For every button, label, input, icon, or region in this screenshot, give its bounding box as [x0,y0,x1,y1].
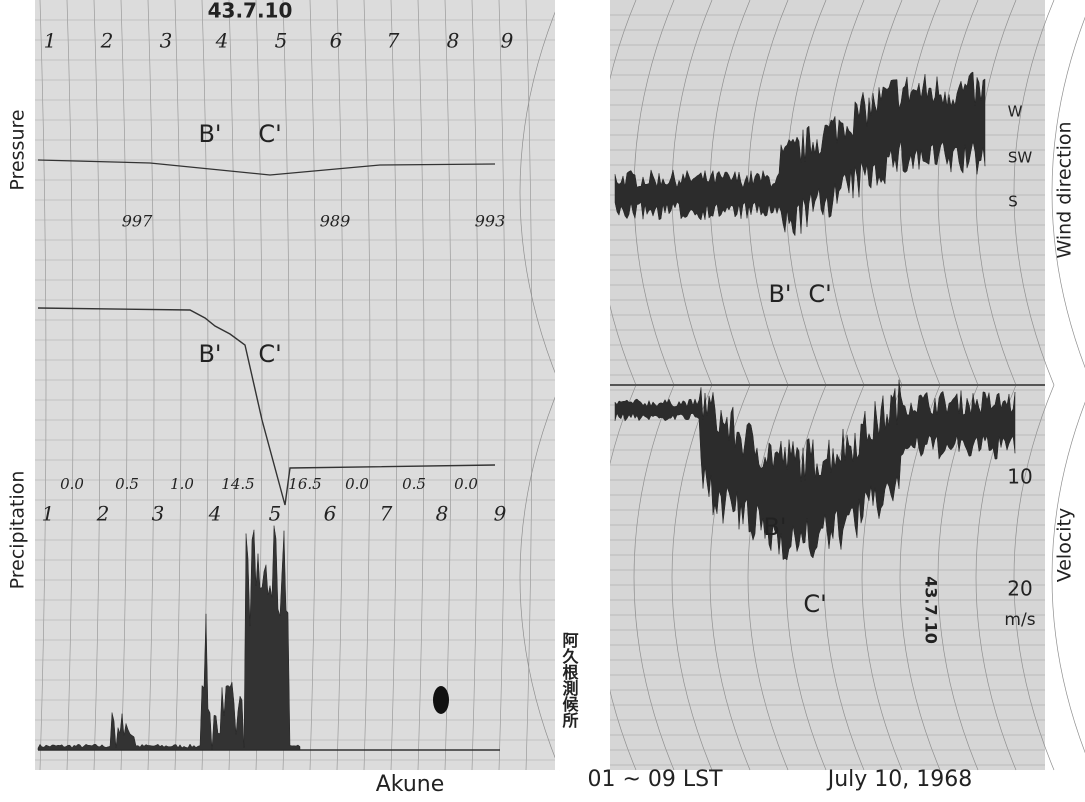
caption-date: July 10, 1968 [826,767,973,792]
hour-label: 5 [269,502,282,526]
hour-label: 2 [100,29,114,53]
event-marker: C' [258,120,281,148]
station-stamp: 阿久根測候所 [560,632,579,729]
ink-blot [433,686,449,714]
hour-label: 4 [215,29,229,53]
event-marker: C' [803,590,826,618]
rain-amount: 0.0 [454,475,478,493]
hour-label: 3 [160,29,173,53]
hour-label: 6 [330,29,343,53]
rain-amount: 0.0 [60,475,84,493]
hour-label: 1 [42,502,55,526]
grid [35,0,1085,771]
rain-amount: 16.5 [288,475,321,493]
event-marker: C' [258,340,281,368]
event-marker: B' [198,120,221,148]
wind-direction-trace [614,71,986,237]
pressure-reading: 989 [320,212,351,231]
pressure-reading: 997 [122,212,153,231]
caption-time-range: 01 ~ 09 LST [587,767,723,792]
hour-label: 7 [380,502,393,526]
event-marker: B' [768,280,791,308]
hour-label: 8 [436,502,449,526]
direction-tick: W [1008,103,1023,121]
event-marker: B' [763,513,786,541]
event-marker: C' [808,280,831,308]
pressure-label: Pressure [7,109,29,190]
precipitation-label: Precipitation [7,471,29,590]
direction-tick: SW [1008,149,1033,167]
hour-label: 7 [387,29,400,53]
pressure-reading: 993 [475,212,506,231]
labels: 43.7.10 Pressure Precipitation Wind dire… [7,0,1076,797]
caption-station: Akune [376,772,445,797]
grid-line [1051,16,1085,754]
precipitation-intensity [37,525,301,751]
wind-direction-label: Wind direction [1054,121,1076,258]
rain-amount: 0.0 [345,475,369,493]
velocity-unit: m/s [1004,610,1035,630]
rain-amount: 14.5 [221,475,254,493]
hour-label: 1 [44,29,57,53]
hour-label: 2 [96,502,110,526]
rain-amount: 0.5 [402,475,426,493]
hour-label: 8 [447,29,460,53]
pressure-trace [37,159,496,176]
rain-accumulation-trace [37,307,496,506]
direction-tick: S [1008,193,1018,211]
event-marker: B' [198,340,221,368]
record-stamp: 43.7.10 [922,576,941,644]
rain-amount: 1.0 [170,475,194,493]
hour-label: 9 [501,29,514,53]
sheet-margin [555,0,610,770]
velocity-trace [614,379,1016,561]
hour-label: 3 [152,502,165,526]
hour-label: 4 [208,502,222,526]
grid-line [1013,0,1055,771]
velocity-tick: 20 [1007,577,1032,601]
rain-amount: 0.5 [115,475,139,493]
date-stamp: 43.7.10 [208,0,293,23]
traces [37,71,1016,751]
hour-label: 9 [494,502,507,526]
velocity-label: Velocity [1054,508,1076,583]
hour-label: 6 [324,502,337,526]
velocity-tick: 10 [1007,465,1032,489]
left-record-sheet [35,0,555,770]
hour-label: 5 [275,29,288,53]
